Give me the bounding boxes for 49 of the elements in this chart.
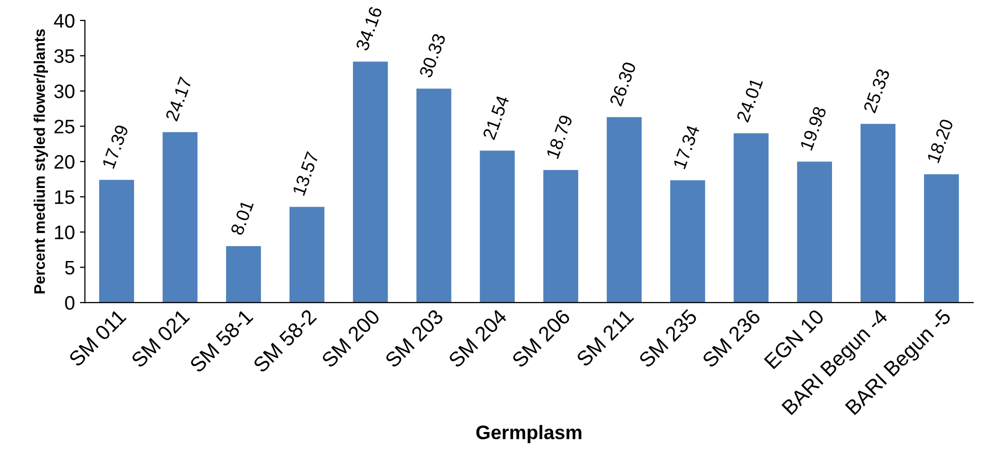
bar <box>226 246 261 303</box>
bar <box>734 133 769 303</box>
x-tick-label: SM 236 <box>701 308 762 368</box>
y-tick-label: 20 <box>54 154 74 169</box>
data-label: 24.01 <box>736 78 764 123</box>
y-tick-label: 35 <box>54 49 74 63</box>
bar <box>162 132 198 303</box>
data-label: 19.98 <box>800 106 827 151</box>
data-label: 17.34 <box>672 124 700 170</box>
bar <box>480 150 515 303</box>
data-label: 21.54 <box>482 94 510 140</box>
x-tick-label: SM 200 <box>320 308 381 368</box>
y-tick-label: 10 <box>55 226 74 240</box>
y-tick-label: 40 <box>54 14 74 28</box>
bar <box>606 117 642 303</box>
data-label: 18.20 <box>926 118 954 164</box>
data-label: 18.79 <box>546 114 573 160</box>
data-label: 8.01 <box>230 200 254 236</box>
x-tick-label: SM 235 <box>638 308 698 368</box>
bar <box>99 180 134 303</box>
x-tick-label: SM 011 <box>68 308 127 368</box>
x-tick-label: SM 206 <box>511 308 571 368</box>
data-label: 13.57 <box>292 151 319 196</box>
x-axis-title: Germplasm <box>476 424 582 444</box>
bar <box>670 180 706 303</box>
data-label: 17.39 <box>102 124 129 169</box>
x-tick-label: SM 021 <box>130 308 190 368</box>
bar <box>352 62 388 303</box>
data-label: 26.30 <box>609 61 636 107</box>
y-tick-label: 15 <box>55 190 74 204</box>
bar <box>290 206 324 303</box>
bar <box>416 88 452 303</box>
x-tick-label: SM 211 <box>576 308 634 368</box>
data-label: 24.17 <box>165 76 192 122</box>
y-tick-label: 25 <box>54 120 74 134</box>
data-label: 30.33 <box>418 32 446 78</box>
y-tick-label: 5 <box>65 260 74 275</box>
y-tick-label: 0 <box>65 296 74 310</box>
bar <box>543 170 578 303</box>
y-axis-title: Percent medium styled flower/plants <box>34 29 48 294</box>
data-label: 34.16 <box>355 6 382 52</box>
y-tick-label: 30 <box>54 84 74 98</box>
bar <box>924 174 959 303</box>
bar <box>797 162 832 303</box>
x-tick-label: SM 58-1 <box>188 308 254 374</box>
x-tick-label: SM 203 <box>384 308 444 368</box>
x-tick-label: SM 204 <box>448 308 508 368</box>
bar <box>860 124 896 303</box>
data-label: 25.33 <box>863 68 890 114</box>
